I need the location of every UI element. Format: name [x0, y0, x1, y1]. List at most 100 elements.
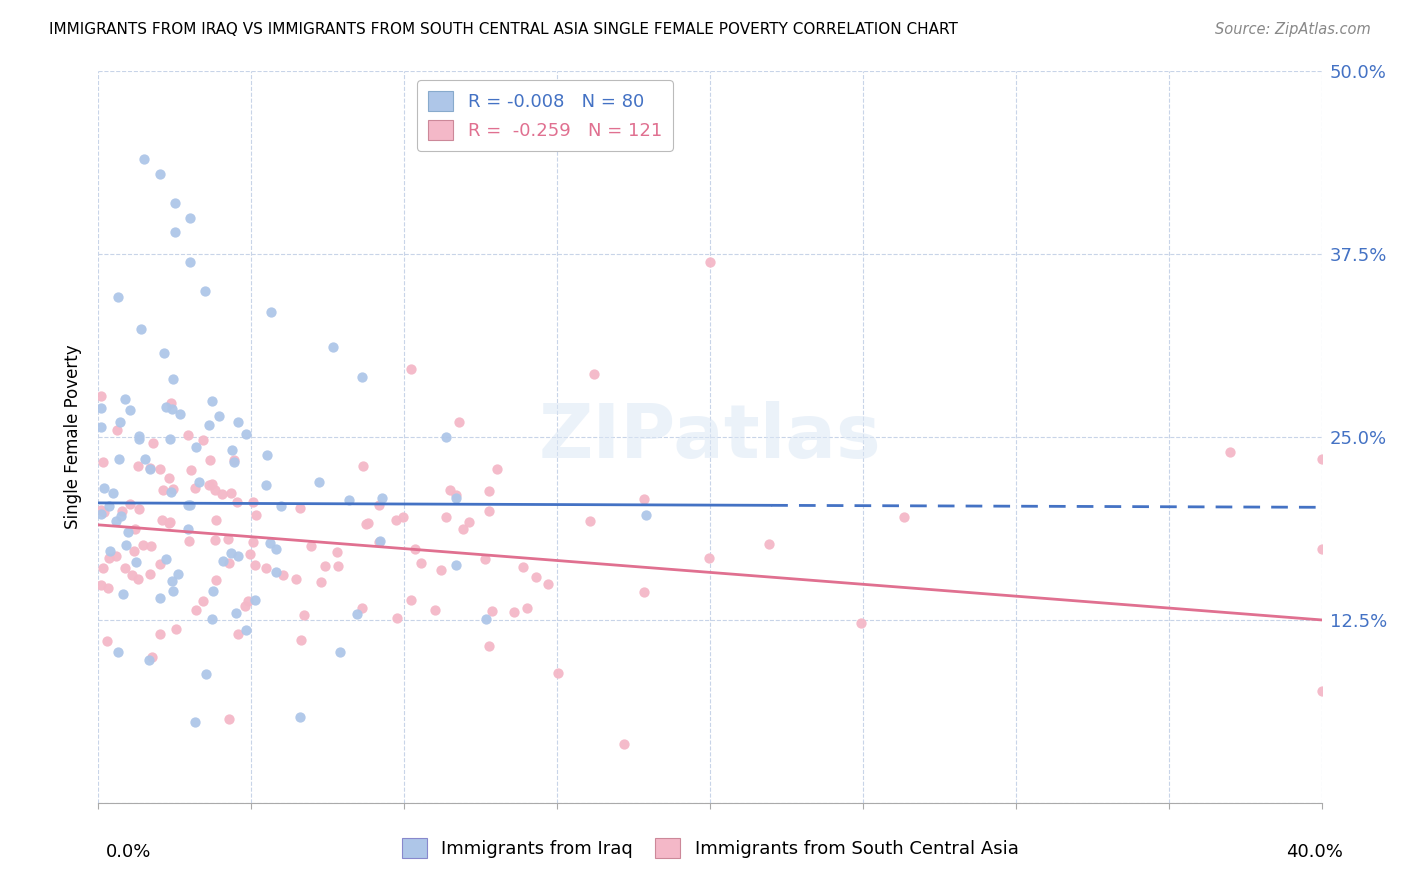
Point [478, 503, 501, 517]
Point [108, 415, 131, 429]
Point [633, 491, 655, 506]
Point [179, 254, 201, 268]
Point [110, 509, 132, 524]
Point [357, 516, 380, 530]
Point [368, 499, 391, 513]
Point [152, 483, 174, 498]
Point [328, 558, 350, 573]
Point [434, 510, 457, 524]
Point [108, 452, 131, 467]
Point [160, 484, 183, 499]
Point [256, 449, 278, 463]
Point [167, 567, 190, 582]
Point [503, 605, 526, 619]
Point [194, 284, 217, 298]
Point [176, 428, 198, 442]
Point [444, 558, 467, 572]
Point [368, 534, 391, 549]
Point [222, 453, 245, 467]
Point [411, 556, 433, 570]
Point [101, 485, 124, 500]
Point [197, 418, 219, 433]
Point [218, 713, 240, 727]
Point [243, 593, 266, 607]
Point [149, 626, 172, 640]
Point [271, 567, 294, 582]
Point [184, 714, 207, 729]
Point [165, 623, 187, 637]
Point [516, 600, 538, 615]
Point [264, 565, 287, 579]
Point [90, 401, 112, 415]
Point [107, 290, 129, 304]
Point [367, 535, 389, 549]
Point [97, 551, 120, 566]
Point [352, 370, 374, 384]
Point [149, 591, 172, 605]
Point [547, 666, 569, 681]
Point [111, 503, 134, 517]
Point [309, 575, 332, 590]
Point [308, 475, 330, 489]
Point [134, 452, 156, 467]
Point [141, 649, 163, 664]
Point [90, 577, 112, 591]
Point [212, 553, 235, 567]
Point [208, 409, 231, 424]
Point [153, 345, 176, 359]
Point [221, 486, 243, 500]
Point [201, 477, 224, 491]
Point [201, 583, 224, 598]
Point [439, 483, 461, 497]
Point [177, 522, 200, 536]
Point [290, 633, 312, 648]
Point [104, 514, 127, 528]
Point [197, 478, 219, 492]
Point [193, 433, 215, 447]
Point [444, 488, 467, 502]
Point [218, 532, 240, 546]
Point [582, 368, 605, 382]
Point [346, 607, 368, 621]
Point [97, 582, 120, 596]
Point [478, 484, 501, 499]
Point [179, 533, 201, 548]
Point [111, 587, 134, 601]
Point [537, 577, 560, 591]
Point [93, 505, 115, 519]
Point [93, 482, 115, 496]
Point [697, 550, 720, 565]
Point [423, 602, 446, 616]
Point [184, 440, 207, 454]
Point [93, 455, 115, 469]
Point [475, 612, 498, 626]
Point [118, 497, 141, 511]
Point [127, 572, 149, 586]
Point [322, 341, 344, 355]
Point [90, 507, 112, 521]
Point [290, 500, 312, 515]
Legend: Immigrants from Iraq, Immigrants from South Central Asia: Immigrants from Iraq, Immigrants from So… [392, 829, 1028, 867]
Point [613, 738, 636, 752]
Point [352, 458, 374, 473]
Point [195, 667, 218, 681]
Point [163, 225, 186, 239]
Point [162, 372, 184, 386]
Point [159, 432, 181, 446]
Point [90, 420, 112, 434]
Point [1310, 452, 1333, 467]
Point [155, 552, 177, 566]
Point [114, 561, 136, 575]
Point [285, 572, 308, 586]
Point [474, 552, 496, 566]
Point [235, 623, 257, 637]
Point [444, 491, 467, 505]
Point [485, 462, 508, 476]
Point [221, 443, 243, 458]
Point [399, 361, 422, 376]
Point [226, 495, 249, 509]
Point [128, 429, 150, 443]
Point [100, 543, 122, 558]
Point [160, 401, 183, 416]
Point [163, 196, 186, 211]
